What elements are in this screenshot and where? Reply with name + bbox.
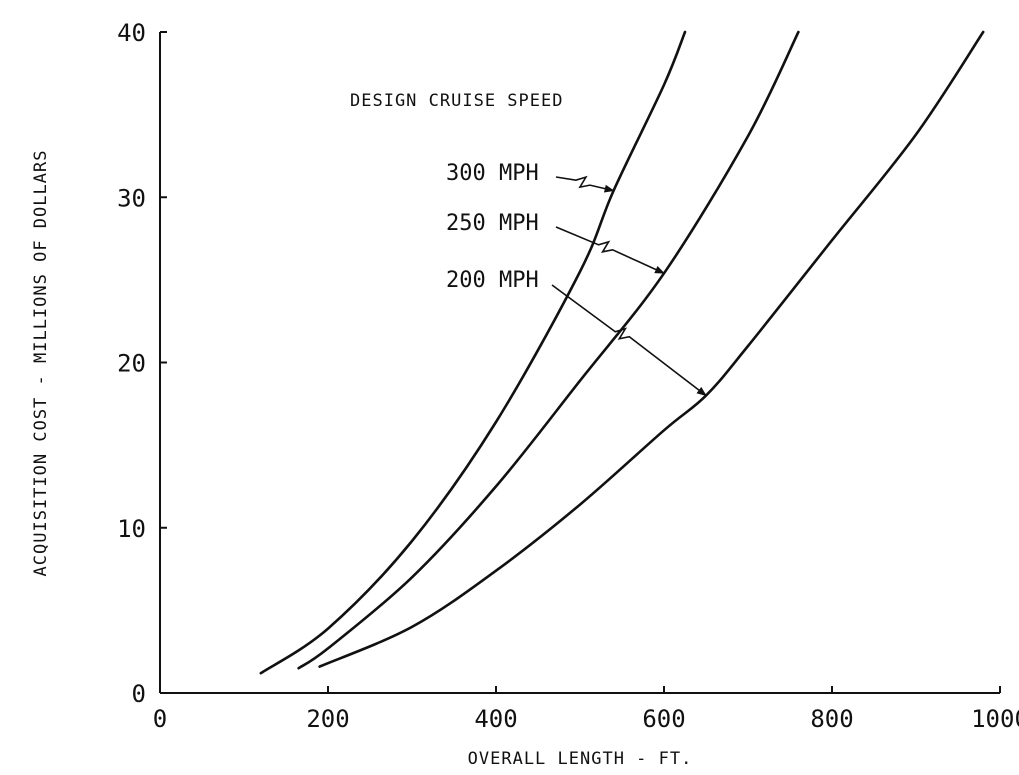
x-tick-label: 200 (306, 705, 349, 733)
x-tick-label: 0 (153, 705, 167, 733)
series-arrow-200-mph (551, 284, 707, 397)
legend-title: DESIGN CRUISE SPEED (350, 91, 563, 111)
series-line-200-mph (318, 30, 985, 668)
y-axis-label: ACQUISITION COST - MILLIONS OF DOLLARS (31, 150, 51, 577)
series-line-250-mph (297, 30, 800, 670)
y-tick-label: 10 (117, 515, 146, 543)
x-tick-label: 400 (474, 705, 517, 733)
y-tick-label: 40 (117, 19, 146, 47)
series-arrow-250-mph (555, 226, 665, 274)
x-axis-label: OVERALL LENGTH - FT. (468, 749, 693, 769)
series-annotations: 300 MPH 250 MPH 200 MPH (446, 161, 707, 397)
y-tick-label: 30 (117, 184, 146, 212)
x-tick-label: 800 (810, 705, 853, 733)
x-tick-label: 600 (642, 705, 685, 733)
series-label-300-mph: 300 MPH (446, 161, 539, 186)
series-label-250-mph: 250 MPH (446, 211, 539, 236)
y-tick-label: 20 (117, 350, 146, 378)
y-tick-label: 0 (132, 680, 146, 708)
series-curves (259, 30, 985, 675)
series-label-200-mph: 200 MPH (446, 268, 539, 293)
series-arrow-300-mph (555, 175, 615, 193)
series-line-300-mph (259, 30, 687, 675)
